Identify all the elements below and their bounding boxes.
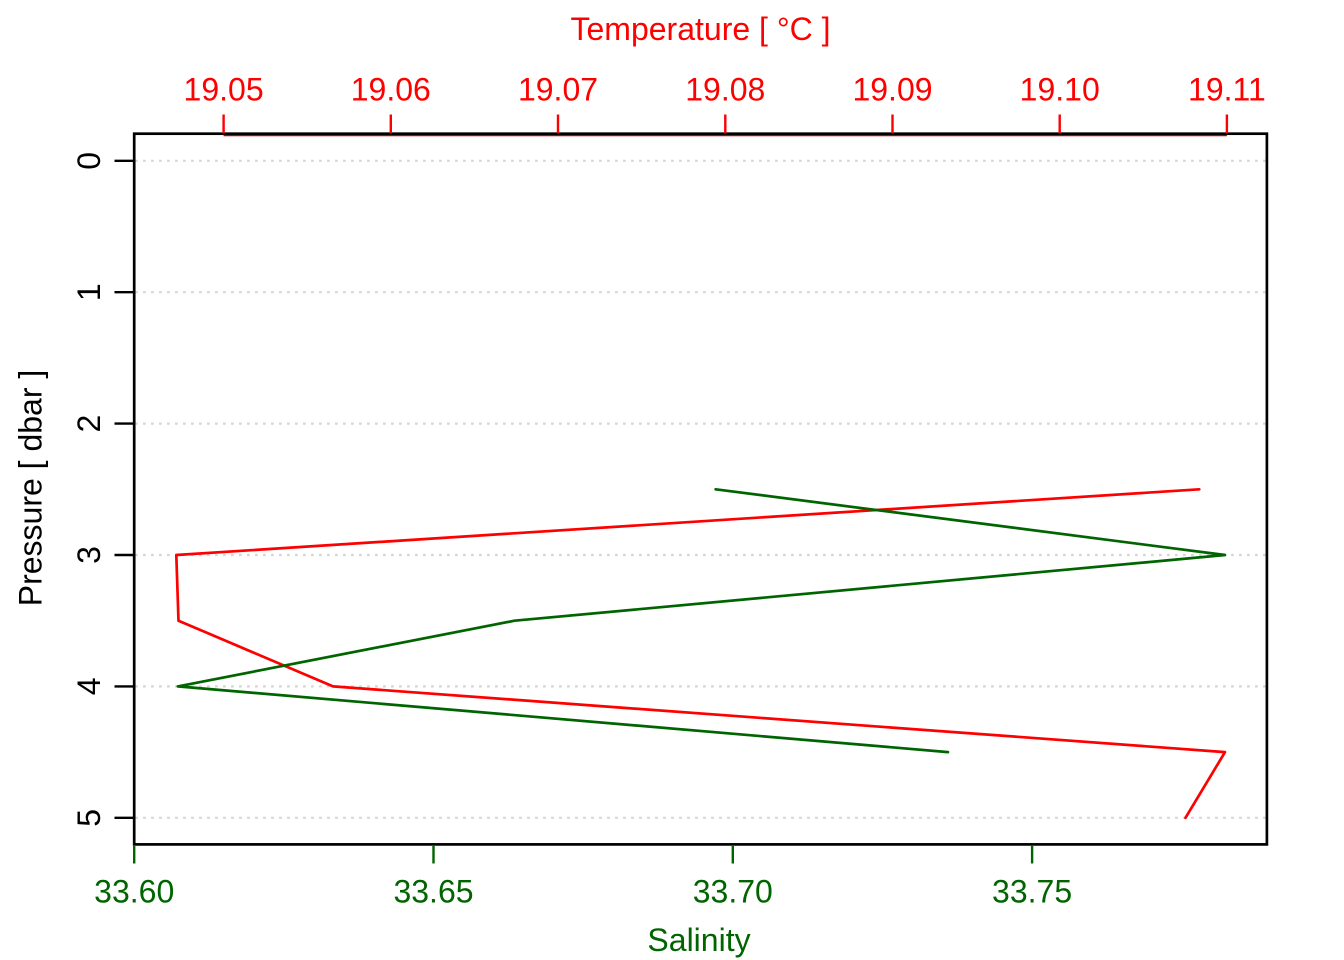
- svg-text:33.60: 33.60: [94, 874, 174, 910]
- svg-text:33.65: 33.65: [393, 874, 473, 910]
- svg-text:19.05: 19.05: [184, 72, 264, 108]
- svg-text:0: 0: [71, 152, 107, 170]
- svg-text:19.11: 19.11: [1188, 72, 1266, 108]
- svg-text:19.10: 19.10: [1020, 72, 1100, 108]
- svg-text:33.70: 33.70: [693, 874, 773, 910]
- svg-text:5: 5: [71, 809, 107, 827]
- svg-text:19.06: 19.06: [351, 72, 431, 108]
- svg-text:33.75: 33.75: [992, 874, 1072, 910]
- svg-text:Salinity: Salinity: [647, 922, 750, 958]
- svg-text:4: 4: [71, 678, 107, 696]
- svg-text:2: 2: [71, 415, 107, 433]
- svg-text:19.07: 19.07: [518, 72, 598, 108]
- svg-text:3: 3: [71, 546, 107, 564]
- svg-text:Pressure [ dbar ]: Pressure [ dbar ]: [13, 370, 49, 607]
- svg-text:1: 1: [71, 283, 107, 301]
- svg-text:Temperature [ °C ]: Temperature [ °C ]: [571, 11, 831, 47]
- svg-text:19.09: 19.09: [852, 72, 932, 108]
- svg-text:19.08: 19.08: [685, 72, 765, 108]
